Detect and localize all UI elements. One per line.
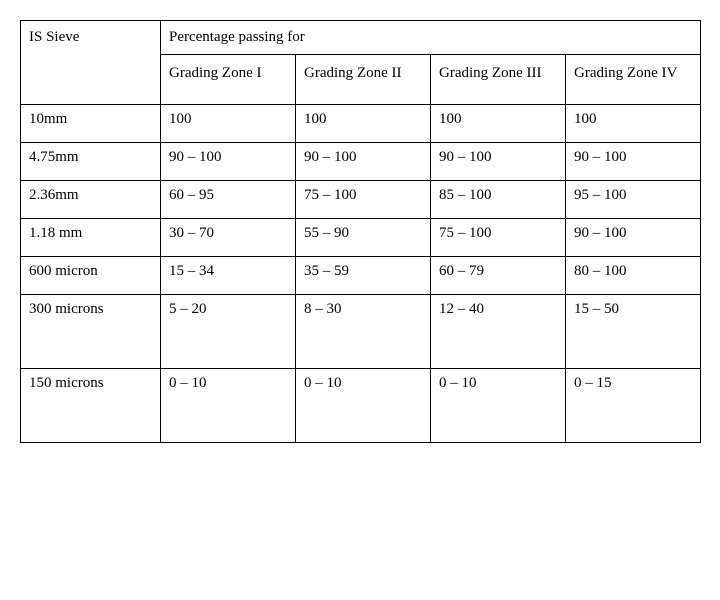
- cell-sieve: 1.18 mm: [21, 219, 161, 257]
- cell-zone1: 30 – 70: [161, 219, 296, 257]
- table-row: 300 microns 5 – 20 8 – 30 12 – 40 15 – 5…: [21, 295, 701, 369]
- cell-zone3: 90 – 100: [431, 143, 566, 181]
- cell-zone2: 55 – 90: [296, 219, 431, 257]
- cell-zone3: 0 – 10: [431, 369, 566, 443]
- cell-zone1: 100: [161, 105, 296, 143]
- cell-sieve: 10mm: [21, 105, 161, 143]
- cell-zone3: 12 – 40: [431, 295, 566, 369]
- table-row: 2.36mm 60 – 95 75 – 100 85 – 100 95 – 10…: [21, 181, 701, 219]
- cell-sieve: 2.36mm: [21, 181, 161, 219]
- table-row: 4.75mm 90 – 100 90 – 100 90 – 100 90 – 1…: [21, 143, 701, 181]
- cell-zone4: 100: [566, 105, 701, 143]
- cell-zone3: 60 – 79: [431, 257, 566, 295]
- header-percentage: Percentage passing for: [161, 21, 701, 55]
- cell-zone2: 100: [296, 105, 431, 143]
- cell-zone3: 100: [431, 105, 566, 143]
- cell-zone2: 90 – 100: [296, 143, 431, 181]
- cell-zone1: 0 – 10: [161, 369, 296, 443]
- cell-zone4: 90 – 100: [566, 219, 701, 257]
- cell-sieve: 150 microns: [21, 369, 161, 443]
- cell-zone2: 75 – 100: [296, 181, 431, 219]
- cell-zone2: 8 – 30: [296, 295, 431, 369]
- cell-zone1: 5 – 20: [161, 295, 296, 369]
- cell-sieve: 4.75mm: [21, 143, 161, 181]
- table-row: 600 micron 15 – 34 35 – 59 60 – 79 80 – …: [21, 257, 701, 295]
- header-sieve: IS Sieve: [21, 21, 161, 105]
- table-row: 10mm 100 100 100 100: [21, 105, 701, 143]
- cell-zone1: 15 – 34: [161, 257, 296, 295]
- sieve-grading-table: IS Sieve Percentage passing for Grading …: [20, 20, 701, 443]
- cell-zone1: 60 – 95: [161, 181, 296, 219]
- header-zone-1: Grading Zone I: [161, 55, 296, 105]
- cell-zone4: 0 – 15: [566, 369, 701, 443]
- table-header-row-1: IS Sieve Percentage passing for: [21, 21, 701, 55]
- cell-sieve: 600 micron: [21, 257, 161, 295]
- cell-zone4: 15 – 50: [566, 295, 701, 369]
- cell-zone3: 75 – 100: [431, 219, 566, 257]
- header-zone-3: Grading Zone III: [431, 55, 566, 105]
- cell-zone3: 85 – 100: [431, 181, 566, 219]
- table-row: 150 microns 0 – 10 0 – 10 0 – 10 0 – 15: [21, 369, 701, 443]
- cell-zone2: 35 – 59: [296, 257, 431, 295]
- table-row: 1.18 mm 30 – 70 55 – 90 75 – 100 90 – 10…: [21, 219, 701, 257]
- cell-zone4: 80 – 100: [566, 257, 701, 295]
- cell-zone4: 95 – 100: [566, 181, 701, 219]
- cell-zone4: 90 – 100: [566, 143, 701, 181]
- cell-sieve: 300 microns: [21, 295, 161, 369]
- cell-zone2: 0 – 10: [296, 369, 431, 443]
- cell-zone1: 90 – 100: [161, 143, 296, 181]
- header-zone-4: Grading Zone IV: [566, 55, 701, 105]
- header-zone-2: Grading Zone II: [296, 55, 431, 105]
